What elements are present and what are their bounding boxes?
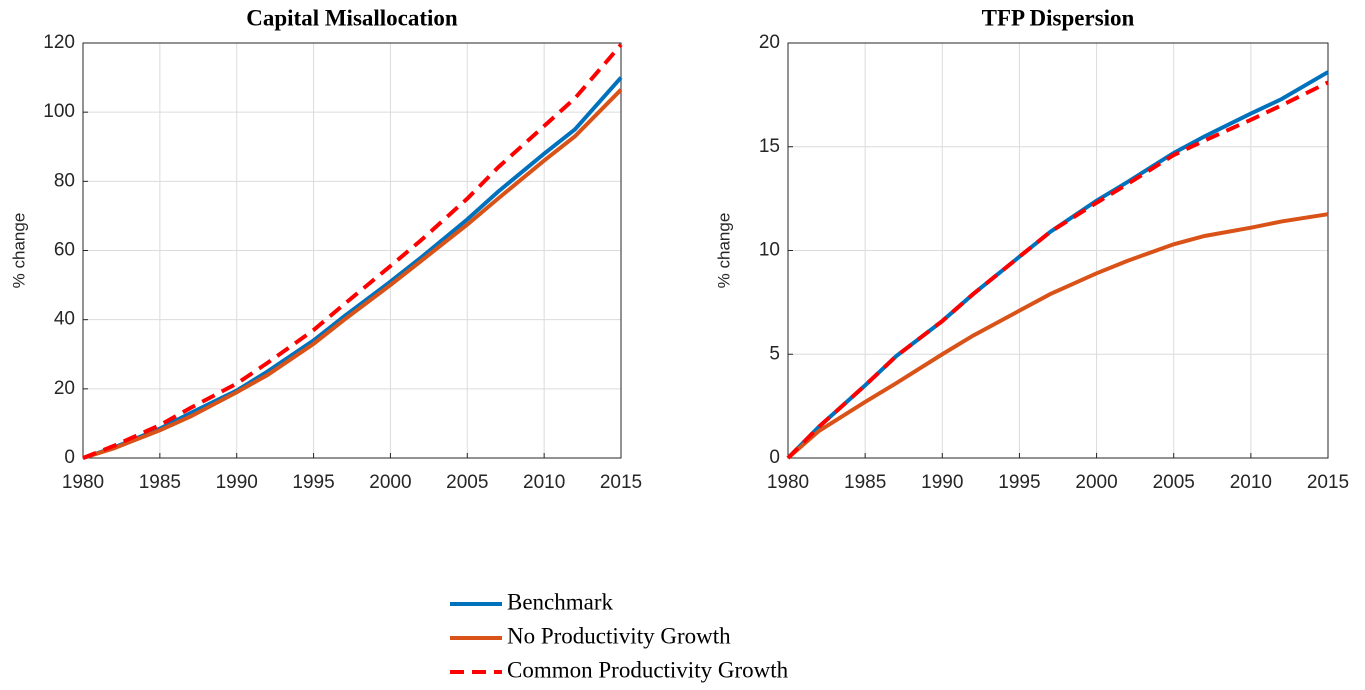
x-tick-label: 2000 (1075, 472, 1117, 493)
x-tick-label: 1995 (292, 472, 334, 493)
y-tick-label: 20 (54, 378, 75, 399)
y-tick-label: 80 (54, 170, 75, 191)
axes-box (787, 42, 1329, 459)
legend-label: Common Productivity Growth (507, 657, 789, 682)
series-line (786, 80, 1329, 460)
chart-title: Capital Misallocation (246, 5, 458, 30)
x-tick-label: 2005 (1153, 472, 1195, 493)
y-axis-label: % change (9, 213, 28, 289)
y-tick-label: 120 (43, 32, 75, 53)
y-tick-label: 0 (769, 447, 780, 468)
x-tick-label: 1990 (216, 472, 258, 493)
chart-title: TFP Dispersion (982, 5, 1135, 30)
x-tick-label: 2010 (1230, 472, 1272, 493)
y-tick-label: 60 (54, 240, 75, 261)
x-tick-label: 2005 (446, 472, 488, 493)
x-tick-label: 2010 (523, 472, 565, 493)
y-tick-label: 15 (759, 136, 780, 157)
x-tick-label: 2000 (369, 472, 411, 493)
y-tick-label: 40 (54, 309, 75, 330)
x-tick-label: 1985 (139, 472, 181, 493)
series-line (786, 212, 1329, 460)
axes-box (82, 42, 622, 459)
y-tick-label: 5 (769, 343, 780, 364)
y-tick-label: 10 (759, 240, 780, 261)
series-line (82, 88, 623, 460)
x-tick-label: 1980 (767, 472, 809, 493)
legend-label: No Productivity Growth (507, 623, 731, 648)
series-line (82, 76, 623, 460)
x-tick-label: 1990 (921, 472, 963, 493)
y-tick-label: 20 (759, 32, 780, 53)
series-line (82, 43, 623, 460)
y-tick-label: 0 (64, 447, 75, 468)
x-tick-label: 1985 (844, 472, 886, 493)
legend-label: Benchmark (507, 589, 614, 614)
y-tick-label: 100 (43, 101, 75, 122)
y-axis-label: % change (714, 213, 733, 289)
x-tick-label: 2015 (1307, 472, 1349, 493)
x-tick-label: 1995 (998, 472, 1040, 493)
x-tick-label: 2015 (600, 472, 642, 493)
x-tick-label: 1980 (62, 472, 104, 493)
